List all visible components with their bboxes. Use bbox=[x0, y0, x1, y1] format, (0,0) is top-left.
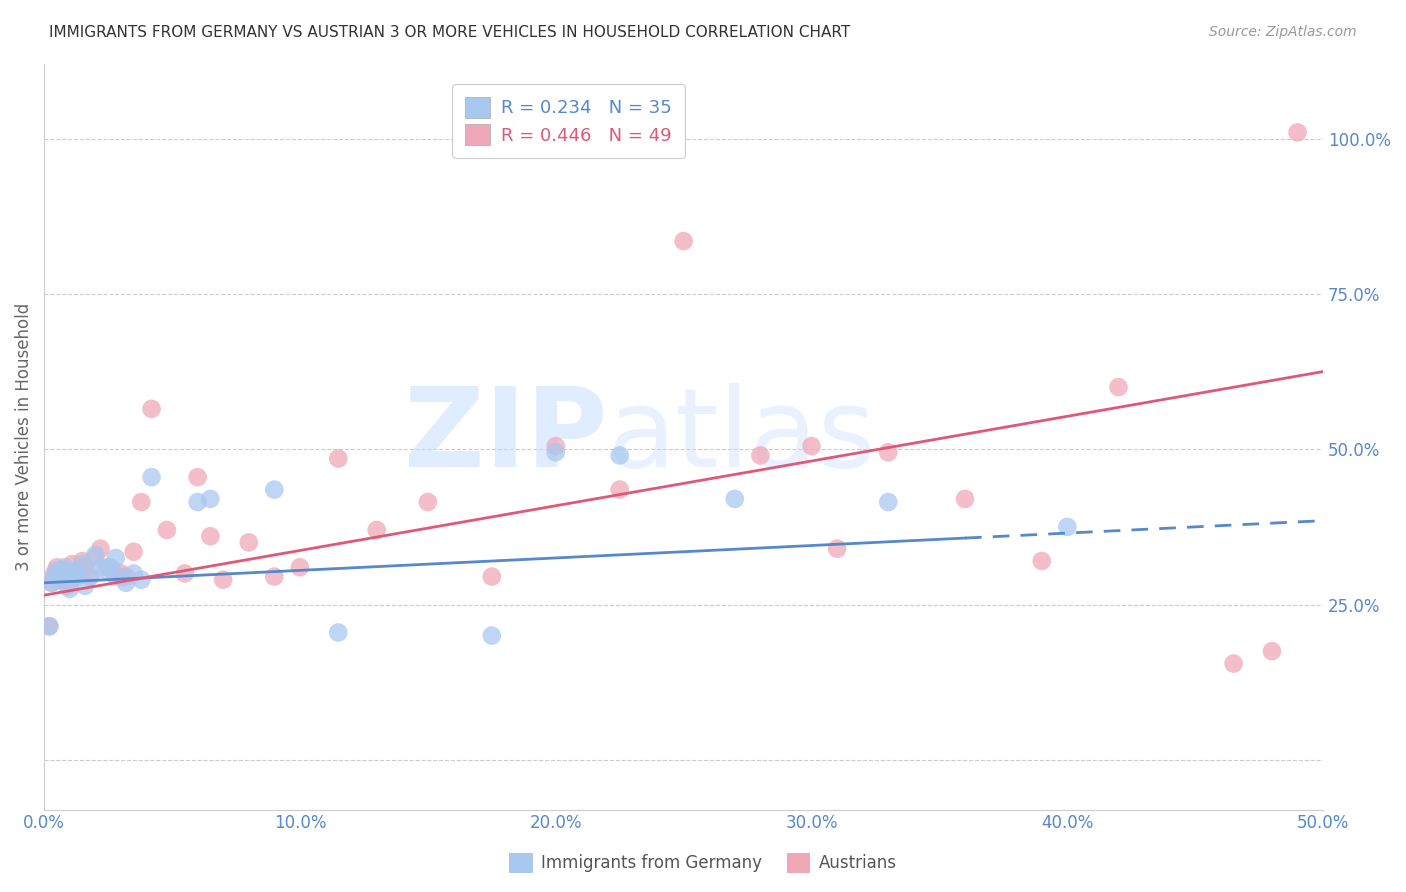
Point bbox=[187, 470, 209, 484]
Point bbox=[263, 483, 285, 497]
Text: Source: ZipAtlas.com: Source: ZipAtlas.com bbox=[1209, 25, 1357, 39]
Point bbox=[200, 491, 222, 506]
Point bbox=[51, 563, 73, 577]
Point bbox=[59, 566, 82, 581]
Point bbox=[481, 629, 503, 643]
Point bbox=[825, 541, 848, 556]
Point bbox=[44, 566, 66, 581]
Point bbox=[416, 495, 439, 509]
Point bbox=[141, 401, 163, 416]
Point bbox=[104, 550, 127, 565]
Point bbox=[200, 529, 222, 543]
Point bbox=[544, 439, 567, 453]
Point bbox=[238, 535, 260, 549]
Legend: Immigrants from Germany, Austrians: Immigrants from Germany, Austrians bbox=[503, 847, 903, 880]
Point bbox=[66, 563, 89, 577]
Point bbox=[877, 495, 900, 509]
Point bbox=[97, 560, 120, 574]
Point bbox=[110, 569, 132, 583]
Point bbox=[156, 523, 179, 537]
Point bbox=[122, 545, 145, 559]
Point bbox=[84, 548, 107, 562]
Point bbox=[122, 566, 145, 581]
Point bbox=[66, 569, 89, 583]
Point bbox=[79, 569, 101, 583]
Point bbox=[131, 573, 153, 587]
Point bbox=[41, 575, 63, 590]
Point bbox=[288, 560, 311, 574]
Point bbox=[1056, 520, 1078, 534]
Point bbox=[79, 569, 101, 583]
Point bbox=[1031, 554, 1053, 568]
Point bbox=[544, 445, 567, 459]
Point bbox=[51, 566, 73, 581]
Point bbox=[53, 573, 76, 587]
Point bbox=[115, 575, 138, 590]
Point bbox=[328, 625, 350, 640]
Point bbox=[1222, 657, 1244, 671]
Y-axis label: 3 or more Vehicles in Household: 3 or more Vehicles in Household bbox=[15, 302, 32, 571]
Point bbox=[73, 560, 96, 574]
Point bbox=[953, 491, 976, 506]
Point bbox=[53, 560, 76, 574]
Point bbox=[73, 579, 96, 593]
Point bbox=[89, 560, 111, 574]
Point bbox=[44, 569, 66, 583]
Point bbox=[60, 557, 83, 571]
Point bbox=[173, 566, 195, 581]
Point bbox=[45, 560, 67, 574]
Point bbox=[609, 483, 631, 497]
Point bbox=[63, 569, 86, 583]
Point bbox=[1261, 644, 1284, 658]
Point bbox=[72, 554, 94, 568]
Point bbox=[115, 569, 138, 583]
Point bbox=[100, 560, 122, 574]
Point bbox=[41, 575, 63, 590]
Point bbox=[38, 619, 60, 633]
Point bbox=[877, 445, 900, 459]
Point bbox=[187, 495, 209, 509]
Legend: R = 0.234   N = 35, R = 0.446   N = 49: R = 0.234 N = 35, R = 0.446 N = 49 bbox=[453, 84, 685, 158]
Point bbox=[56, 569, 79, 583]
Text: IMMIGRANTS FROM GERMANY VS AUSTRIAN 3 OR MORE VEHICLES IN HOUSEHOLD CORRELATION : IMMIGRANTS FROM GERMANY VS AUSTRIAN 3 OR… bbox=[49, 25, 851, 40]
Point bbox=[328, 451, 350, 466]
Point bbox=[60, 566, 83, 581]
Point bbox=[366, 523, 388, 537]
Point bbox=[1286, 125, 1309, 139]
Point bbox=[63, 563, 86, 577]
Point bbox=[609, 449, 631, 463]
Point bbox=[59, 582, 82, 596]
Point bbox=[45, 563, 67, 577]
Point bbox=[131, 495, 153, 509]
Point bbox=[672, 234, 695, 248]
Point bbox=[1108, 380, 1130, 394]
Text: ZIP: ZIP bbox=[404, 384, 607, 491]
Point bbox=[48, 569, 70, 583]
Point bbox=[104, 569, 127, 583]
Point bbox=[48, 573, 70, 587]
Point bbox=[800, 439, 823, 453]
Point bbox=[94, 563, 117, 577]
Point bbox=[56, 579, 79, 593]
Point bbox=[89, 541, 111, 556]
Point bbox=[263, 569, 285, 583]
Point bbox=[110, 566, 132, 581]
Point bbox=[724, 491, 747, 506]
Point bbox=[72, 557, 94, 571]
Point bbox=[749, 449, 772, 463]
Point bbox=[141, 470, 163, 484]
Text: atlas: atlas bbox=[607, 384, 876, 491]
Point bbox=[212, 573, 235, 587]
Point bbox=[38, 619, 60, 633]
Point bbox=[481, 569, 503, 583]
Point bbox=[84, 550, 107, 565]
